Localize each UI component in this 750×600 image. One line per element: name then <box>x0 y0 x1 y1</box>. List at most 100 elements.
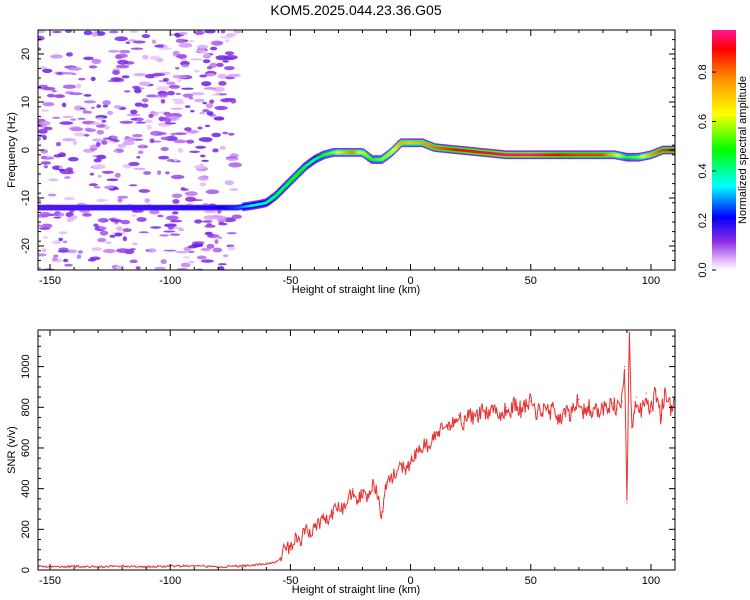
y-tick-label: 0 <box>20 567 32 573</box>
noise-blob <box>229 188 239 191</box>
snr-point <box>405 473 407 475</box>
snr-point <box>549 410 551 412</box>
snr-point <box>568 414 570 416</box>
noise-blob <box>102 104 108 108</box>
noise-blob <box>186 202 194 205</box>
noise-blob <box>109 234 116 238</box>
noise-blob <box>180 262 191 268</box>
snr-point <box>285 547 287 549</box>
noise-blob <box>224 39 230 43</box>
noise-blob <box>132 85 141 90</box>
noise-blob <box>158 155 170 160</box>
noise-blob <box>181 64 189 68</box>
noise-blob <box>136 217 147 222</box>
noise-blob <box>96 129 105 135</box>
noise-blob <box>134 88 142 94</box>
noise-blob <box>129 259 138 264</box>
y-tick-label: 0 <box>20 147 32 153</box>
snr-xlabel: Height of straight line (km) <box>292 584 420 596</box>
noise-blob <box>206 65 213 70</box>
noise-blob <box>41 223 53 229</box>
noise-blob <box>151 73 166 77</box>
snr-point <box>419 447 421 449</box>
noise-blob <box>204 210 217 214</box>
snr-point <box>443 427 445 429</box>
noise-blob <box>97 174 102 178</box>
ridge-core <box>389 150 394 154</box>
noise-blob <box>188 96 194 100</box>
noise-blob <box>132 242 138 246</box>
colorbar-tick-label: 0.2 <box>697 213 709 228</box>
noise-blob <box>138 189 151 193</box>
snr-line <box>38 331 675 569</box>
snr-point <box>592 412 594 414</box>
noise-blob <box>188 40 195 43</box>
x-tick-label: -150 <box>39 275 61 287</box>
noise-blob <box>159 234 170 237</box>
noise-blob <box>120 219 131 225</box>
noise-blob <box>162 77 169 82</box>
noise-blob <box>141 103 149 108</box>
noise-blob <box>178 228 185 232</box>
noise-blob <box>195 145 207 149</box>
noise-blob <box>108 218 116 221</box>
noise-blob <box>38 129 48 134</box>
snr-point <box>400 463 402 465</box>
noise-blob <box>78 77 86 81</box>
noise-blob <box>84 134 90 137</box>
ridge-core <box>276 191 281 195</box>
noise-blob <box>130 47 144 50</box>
noise-blob <box>38 30 46 34</box>
snr-point <box>535 412 537 414</box>
noise-blob <box>194 219 203 224</box>
noise-blob <box>216 218 227 222</box>
noise-blob <box>190 58 203 61</box>
noise-blob <box>96 154 107 160</box>
noise-blob <box>54 94 65 99</box>
noise-blob <box>205 103 214 109</box>
noise-blob <box>225 33 236 37</box>
noise-blob <box>163 111 171 116</box>
spectrogram-xlabel: Height of straight line (km) <box>292 284 420 296</box>
noise-blob <box>135 121 147 124</box>
noise-blob <box>194 98 205 103</box>
snr-point <box>559 418 561 421</box>
snr-point <box>376 492 378 494</box>
snr-frame <box>37 329 676 571</box>
snr-point <box>633 410 635 412</box>
noise-blob <box>116 226 123 231</box>
noise-blob <box>142 54 149 60</box>
noise-blob <box>163 44 168 49</box>
noise-blob <box>199 111 205 115</box>
noise-blob <box>213 116 225 121</box>
noise-blob <box>114 36 128 42</box>
noise-blob <box>202 109 210 113</box>
x-tick-label: 50 <box>525 275 537 287</box>
noise-blob <box>62 138 76 142</box>
snr-point <box>275 561 277 563</box>
noise-blob <box>90 76 96 82</box>
noise-blob <box>79 107 86 110</box>
snr-point <box>602 406 604 408</box>
noise-blob <box>199 74 208 78</box>
noise-blob <box>64 176 71 179</box>
snr-point <box>544 406 546 408</box>
noise-blob <box>205 124 210 128</box>
noise-blob <box>173 139 187 144</box>
x-tick-label: 0 <box>408 575 414 587</box>
ridge-core <box>391 148 396 152</box>
snr-point <box>347 498 349 500</box>
noise-blob <box>134 102 143 107</box>
noise-blob <box>82 213 92 217</box>
noise-blob <box>218 222 228 226</box>
noise-blob <box>51 240 62 245</box>
snr-point <box>193 565 195 567</box>
noise-blob <box>38 198 42 203</box>
noise-blob <box>98 226 107 230</box>
noise-blob <box>197 126 203 130</box>
noise-blob <box>204 30 216 34</box>
noise-blob <box>107 49 120 53</box>
noise-blob <box>105 140 115 143</box>
noise-blob <box>151 39 157 44</box>
noise-blob <box>173 158 178 162</box>
